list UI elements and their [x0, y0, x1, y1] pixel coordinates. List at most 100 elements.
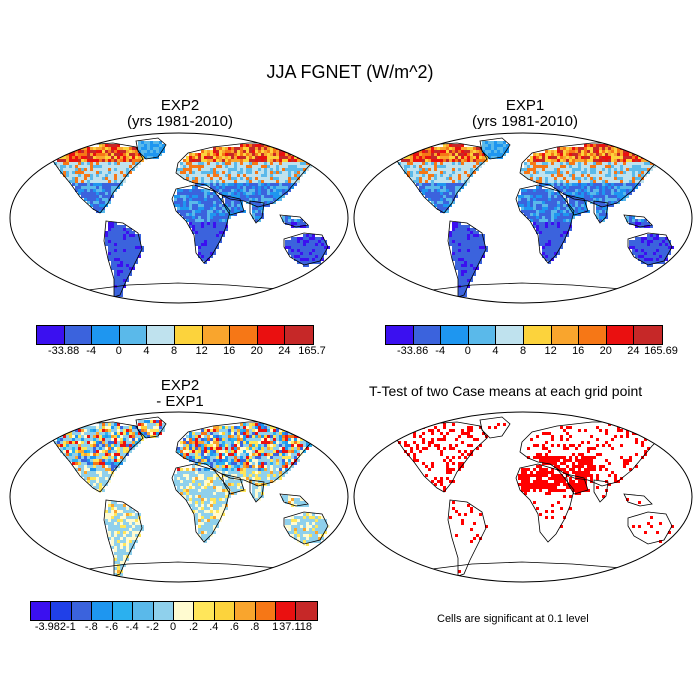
grid-cell [198, 453, 201, 456]
grid-cell [300, 441, 303, 444]
grid-cell [563, 192, 566, 195]
grid-cell [659, 156, 662, 159]
grid-cell [246, 426, 249, 429]
grid-cell [201, 249, 204, 252]
grid-cell [569, 195, 572, 198]
grid-cell [222, 204, 225, 207]
grid-cell [464, 177, 467, 180]
grid-cell [461, 273, 464, 276]
grid-cell [240, 153, 243, 156]
grid-cell [231, 474, 234, 477]
grid-cell [569, 180, 572, 183]
grid-cell [551, 159, 554, 162]
grid-cell [201, 180, 204, 183]
grid-cell [434, 201, 437, 204]
grid-cell [180, 192, 183, 195]
grid-cell [258, 216, 261, 219]
grid-cell [183, 456, 186, 459]
grid-cell [243, 453, 246, 456]
grid-cell [449, 162, 452, 165]
grid-cell [222, 192, 225, 195]
grid-cell [470, 249, 473, 252]
grid-cell [240, 483, 243, 486]
grid-cell [270, 474, 273, 477]
grid-cell [497, 141, 500, 144]
grid-cell [258, 447, 261, 450]
grid-cell [650, 240, 653, 243]
grid-cell [431, 147, 434, 150]
grid-cell [617, 195, 620, 198]
grid-cell [159, 153, 162, 156]
grid-cell [204, 195, 207, 198]
grid-cell [557, 162, 560, 165]
grid-cell [644, 219, 647, 222]
grid-cell [560, 162, 563, 165]
grid-cell [84, 168, 87, 171]
grid-cell [102, 462, 105, 465]
grid-cell [240, 453, 243, 456]
grid-cell [473, 255, 476, 258]
grid-cell [291, 447, 294, 450]
grid-cell [213, 492, 216, 495]
grid-cell [189, 477, 192, 480]
grid-cell [470, 267, 473, 270]
grid-cell [261, 456, 264, 459]
grid-cell [69, 459, 72, 462]
grid-cell [222, 507, 225, 510]
grid-cell [93, 465, 96, 468]
grid-cell [560, 165, 563, 168]
grid-cell [410, 168, 413, 171]
grid-cell [524, 168, 527, 171]
grid-cell [255, 474, 258, 477]
grid-cell [207, 453, 210, 456]
grid-cell [458, 150, 461, 153]
grid-cell [557, 231, 560, 234]
grid-cell [638, 177, 641, 180]
grid-cell [234, 195, 237, 198]
grid-cell [198, 207, 201, 210]
grid-cell [222, 180, 225, 183]
grid-cell [207, 189, 210, 192]
grid-cell [288, 447, 291, 450]
grid-cell [120, 150, 123, 153]
grid-cell [225, 228, 228, 231]
grid-cell [249, 456, 252, 459]
grid-cell [96, 438, 99, 441]
grid-cell [255, 144, 258, 147]
grid-cell [285, 243, 288, 246]
grid-cell [201, 207, 204, 210]
grid-cell [225, 498, 228, 501]
grid-cell [584, 192, 587, 195]
grid-cell [321, 237, 324, 240]
grid-cell [192, 435, 195, 438]
grid-cell [192, 456, 195, 459]
grid-cell [641, 219, 644, 222]
grid-cell [641, 222, 644, 225]
grid-cell [557, 228, 560, 231]
grid-cell [297, 444, 300, 447]
grid-cell [599, 204, 602, 207]
grid-cell [303, 255, 306, 258]
grid-cell [581, 186, 584, 189]
grid-cell [111, 450, 114, 453]
grid-cell [198, 480, 201, 483]
grid-cell [587, 156, 590, 159]
grid-cell [533, 192, 536, 195]
grid-cell [545, 192, 548, 195]
grid-cell [270, 156, 273, 159]
grid-cell [228, 447, 231, 450]
grid-cell [644, 252, 647, 255]
grid-cell [255, 183, 258, 186]
grid-cell [575, 186, 578, 189]
grid-cell [596, 198, 599, 201]
grid-cell [90, 450, 93, 453]
grid-cell [303, 252, 306, 255]
grid-cell [446, 174, 449, 177]
grid-cell [276, 156, 279, 159]
grid-cell [78, 465, 81, 468]
grid-cell [273, 456, 276, 459]
grid-cell [153, 147, 156, 150]
grid-cell [216, 447, 219, 450]
grid-cell [234, 204, 237, 207]
grid-cell [177, 471, 180, 474]
